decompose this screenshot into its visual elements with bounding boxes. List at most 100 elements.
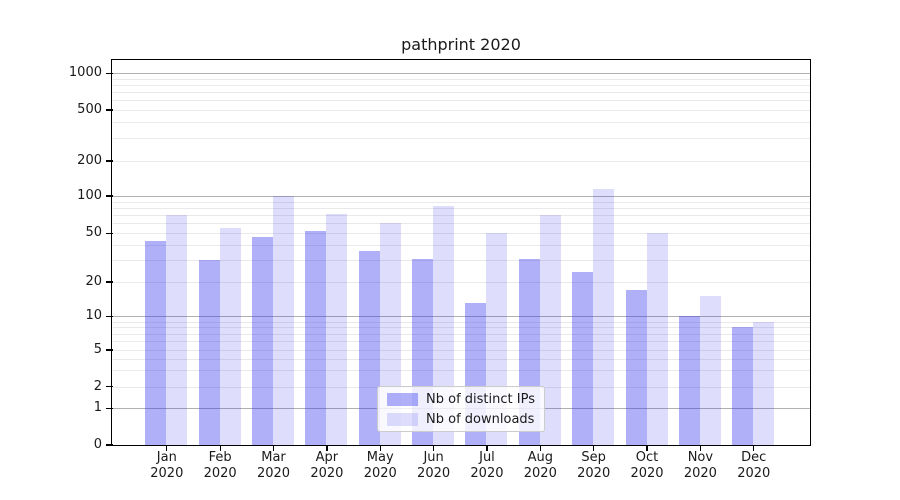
bar-sep-distinct-ips — [572, 272, 594, 445]
y-tick-label: 0 — [93, 437, 102, 452]
y-tick-label: 1000 — [68, 65, 102, 81]
bar-sep-downloads — [593, 188, 615, 445]
x-tick-month: Feb — [208, 450, 232, 465]
minor-gridline — [113, 122, 810, 124]
y-tick-label: 1 — [93, 400, 102, 416]
x-tick-mark — [486, 446, 488, 451]
x-tick-label: Oct 2020 — [617, 450, 677, 482]
x-tick-year: 2020 — [630, 466, 664, 481]
minor-gridline — [113, 85, 810, 87]
x-tick-year: 2020 — [363, 466, 397, 481]
minor-gridline — [113, 78, 810, 80]
x-tick-mark — [753, 446, 755, 451]
x-tick-year: 2020 — [523, 466, 557, 481]
x-tick-year: 2020 — [737, 466, 771, 481]
bar-mar-distinct-ips — [252, 236, 274, 445]
x-tick-year: 2020 — [256, 466, 291, 481]
y-tick-mark — [106, 72, 113, 75]
bar-jan-distinct-ips — [145, 241, 167, 445]
major-gridline — [113, 73, 810, 75]
x-tick-year: 2020 — [577, 466, 611, 481]
x-tick-month: Jan — [156, 450, 177, 465]
legend-label-distinct-ips: Nb of distinct IPs — [426, 391, 535, 407]
minor-gridline — [113, 215, 810, 217]
x-tick-label: Sep 2020 — [564, 450, 624, 482]
minor-gridline — [113, 160, 810, 162]
minor-gridline — [113, 138, 810, 140]
minor-gridline — [113, 349, 810, 351]
minor-gridline — [113, 370, 810, 372]
x-tick-year: 2020 — [683, 466, 717, 481]
y-tick-mark — [106, 315, 113, 318]
y-tick-label: 50 — [85, 225, 102, 241]
x-tick-month: Mar — [261, 450, 286, 465]
minor-gridline — [113, 333, 810, 335]
x-tick-month: Dec — [741, 450, 767, 465]
x-tick-mark — [433, 446, 435, 451]
y-tick-mark — [106, 349, 113, 351]
minor-gridline — [113, 327, 810, 329]
x-tick-mark — [326, 446, 328, 451]
y-tick-mark — [106, 160, 113, 162]
bar-feb-distinct-ips — [198, 260, 220, 445]
x-tick-mark — [646, 446, 648, 451]
x-tick-mark — [539, 446, 542, 451]
x-tick-label: Jun 2020 — [404, 450, 464, 482]
major-gridline — [113, 316, 810, 318]
x-tick-month: Oct — [635, 450, 659, 465]
y-tick-mark — [106, 407, 113, 409]
x-tick-month: Jun — [423, 450, 444, 465]
x-tick-label: Jul 2020 — [457, 450, 517, 482]
bar-oct-downloads — [646, 233, 668, 445]
x-tick-mark — [593, 446, 595, 451]
x-tick-mark — [219, 446, 221, 451]
x-tick-year: 2020 — [470, 466, 504, 481]
legend-swatch-distinct-ips — [387, 392, 419, 406]
x-tick-month: Sep — [581, 450, 606, 465]
x-tick-label: Aug 2020 — [510, 450, 570, 482]
y-tick-mark — [106, 195, 113, 197]
chart-title: pathprint 2020 — [401, 35, 521, 54]
minor-gridline — [113, 201, 810, 203]
x-tick-mark — [166, 446, 168, 451]
y-tick-label: 20 — [85, 273, 102, 289]
x-tick-label: May 2020 — [350, 450, 410, 482]
minor-gridline — [113, 245, 810, 247]
x-tick-year: 2020 — [150, 466, 184, 481]
x-tick-month: May — [366, 450, 394, 465]
x-tick-year: 2020 — [310, 466, 344, 481]
major-gridline — [113, 195, 810, 197]
bar-dec-distinct-ips — [732, 327, 754, 445]
bar-jun-downloads — [433, 206, 455, 445]
y-tick-label: 10 — [85, 308, 102, 324]
x-tick-label: Jan 2020 — [137, 450, 197, 482]
legend: Nb of distinct IPs Nb of downloads — [377, 386, 545, 432]
x-tick-mark — [379, 446, 381, 451]
x-tick-label: Apr 2020 — [297, 450, 357, 482]
y-tick-mark — [106, 232, 113, 234]
minor-gridline — [113, 223, 810, 225]
y-tick-label: 100 — [77, 187, 102, 203]
x-tick-label: Feb 2020 — [190, 450, 250, 482]
y-tick-label: 200 — [77, 152, 102, 168]
y-tick-mark — [106, 109, 113, 111]
legend-label-downloads: Nb of downloads — [426, 411, 535, 427]
bar-mar-downloads — [273, 195, 295, 445]
y-tick-label: 500 — [77, 102, 102, 117]
minor-gridline — [113, 92, 810, 94]
bar-apr-distinct-ips — [305, 231, 327, 445]
legend-item-downloads: Nb of downloads — [387, 411, 535, 427]
bar-dec-downloads — [753, 321, 775, 445]
x-tick-month: Apr — [315, 450, 339, 465]
bar-oct-distinct-ips — [625, 290, 647, 445]
x-tick-label: Dec 2020 — [724, 450, 784, 482]
y-tick-mark — [106, 444, 113, 446]
y-tick-label: 2 — [93, 378, 102, 394]
y-tick-mark — [106, 281, 113, 283]
bar-jan-downloads — [166, 215, 188, 445]
x-tick-year: 2020 — [203, 466, 237, 481]
x-tick-label: Nov 2020 — [670, 450, 730, 482]
x-tick-month: Jul — [479, 450, 495, 465]
minor-gridline — [113, 281, 810, 283]
